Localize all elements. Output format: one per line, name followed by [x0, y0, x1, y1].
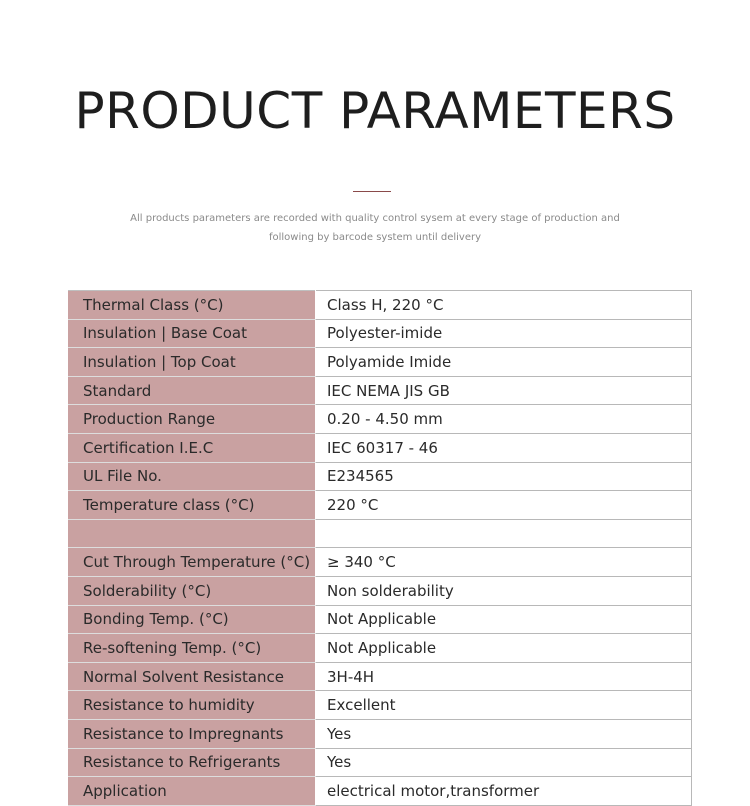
table-row: Standard IEC NEMA JIS GB: [68, 375, 692, 406]
parameter-value: Not Applicable: [315, 604, 692, 635]
parameter-label: Resistance to Impregnants: [68, 718, 316, 749]
parameter-label: Insulation | Top Coat: [68, 347, 316, 377]
parameter-value: 3H-4H: [315, 661, 692, 692]
parameter-value: Yes: [315, 718, 692, 749]
table-row: Temperature class (°C) 220 °C: [68, 490, 692, 520]
parameter-value: Polyester-imide: [315, 318, 692, 349]
parameter-value: E234565: [315, 461, 692, 492]
parameter-label: Production Range: [68, 404, 316, 434]
parameter-value: IEC 60317 - 46: [315, 432, 692, 463]
parameter-value: Class H, 220 °C: [315, 290, 692, 320]
parameter-value: electrical motor,transformer: [315, 776, 692, 806]
parameter-value: Not Applicable: [315, 633, 692, 663]
table-row: Normal Solvent Resistance 3H-4H: [68, 661, 692, 692]
table-row: Certification I.E.C IEC 60317 - 46: [68, 432, 692, 463]
parameter-label: Normal Solvent Resistance: [68, 661, 316, 692]
parameter-value: Non solderability: [315, 575, 692, 606]
parameter-label: Cut Through Temperature (°C): [68, 547, 316, 577]
table-row: Re-softening Temp. (°C) Not Applicable: [68, 633, 692, 663]
table-row: Resistance to Impregnants Yes: [68, 718, 692, 749]
title-divider: [353, 191, 391, 192]
parameter-label: Resistance to Refrigerants: [68, 747, 316, 778]
table-row: UL File No. E234565: [68, 461, 692, 492]
table-row: Solderability (°C) Non solderability: [68, 575, 692, 606]
parameter-label: Thermal Class (°C): [68, 290, 316, 320]
parameter-value: [315, 518, 692, 549]
table-row: Application electrical motor,transformer: [68, 776, 692, 806]
parameters-table: Thermal Class (°C) Class H, 220 °C Insulat…: [68, 290, 692, 806]
page-subtitle: All products parameters are recorded wit…: [130, 213, 620, 243]
parameter-label: Standard: [68, 375, 316, 406]
table-row: Thermal Class (°C) Class H, 220 °C: [68, 290, 692, 320]
table-row: Insulation | Top Coat Polyamide Imide: [68, 347, 692, 377]
table-row: Production Range 0.20 - 4.50 mm: [68, 404, 692, 434]
page-title: PRODUCT PARAMETERS: [74, 82, 676, 140]
parameter-label: Bonding Temp. (°C): [68, 604, 316, 635]
table-row: Resistance to Refrigerants Yes: [68, 747, 692, 778]
parameter-value: 220 °C: [315, 490, 692, 520]
parameter-label: Solderability (°C): [68, 575, 316, 606]
parameter-value: 0.20 - 4.50 mm: [315, 404, 692, 434]
table-row: Insulation | Base Coat Polyester-imide: [68, 318, 692, 349]
parameter-label: Resistance to humidity: [68, 690, 316, 720]
table-row: [68, 518, 692, 549]
parameter-label: Temperature class (°C): [68, 490, 316, 520]
table-row: Bonding Temp. (°C) Not Applicable: [68, 604, 692, 635]
parameter-value: ≥ 340 °C: [315, 547, 692, 577]
parameter-label: [68, 518, 316, 549]
parameter-label: Application: [68, 776, 316, 806]
parameter-value: IEC NEMA JIS GB: [315, 375, 692, 406]
table-row: Resistance to humidity Excellent: [68, 690, 692, 720]
parameter-value: Polyamide Imide: [315, 347, 692, 377]
parameter-label: Insulation | Base Coat: [68, 318, 316, 349]
parameter-label: UL File No.: [68, 461, 316, 492]
table-row: Cut Through Temperature (°C) ≥ 340 °C: [68, 547, 692, 577]
parameter-label: Certification I.E.C: [68, 432, 316, 463]
parameter-value: Excellent: [315, 690, 692, 720]
parameter-value: Yes: [315, 747, 692, 778]
parameter-label: Re-softening Temp. (°C): [68, 633, 316, 663]
